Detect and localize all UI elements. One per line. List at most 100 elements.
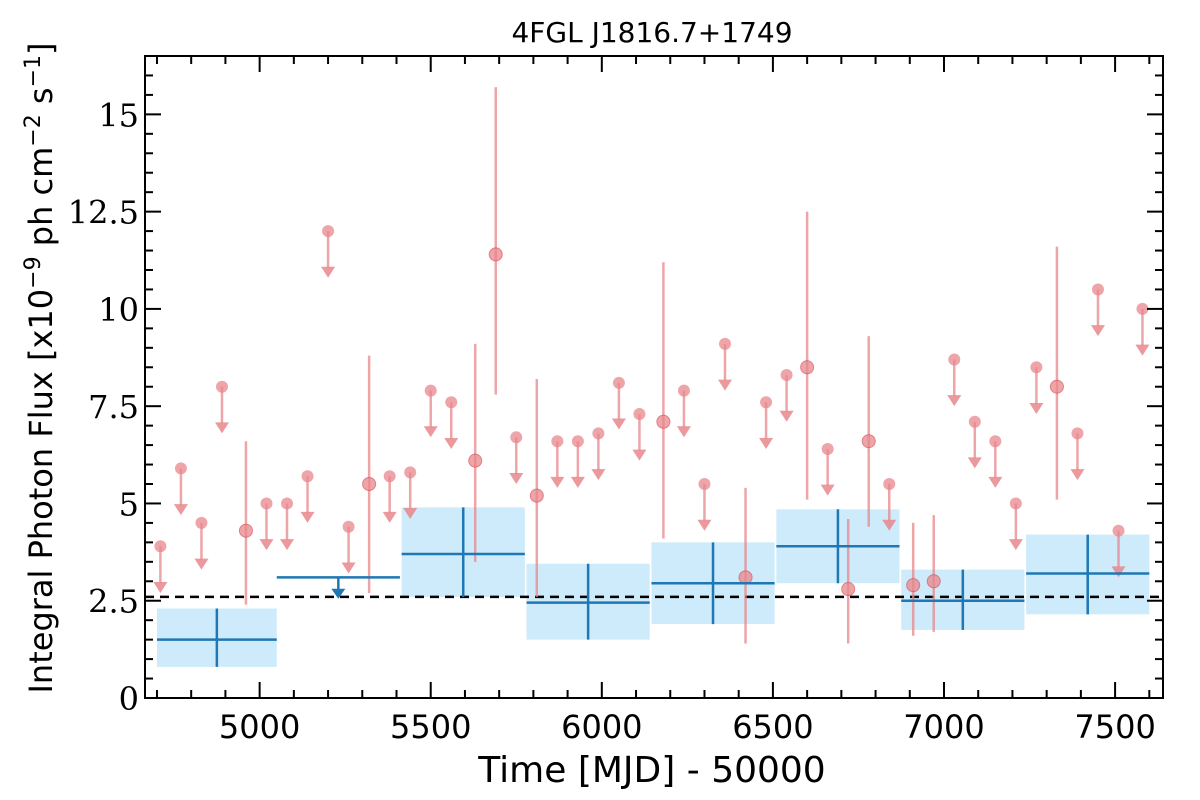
- y-axis-label-exp2: −2: [21, 114, 46, 146]
- y-tick-label: 5: [119, 485, 139, 523]
- monthly-upper-limit-point: [1112, 524, 1125, 537]
- monthly-upper-limit-arrow: [1029, 402, 1044, 414]
- monthly-upper-limit-point: [780, 369, 793, 382]
- monthly-point: [926, 574, 941, 589]
- monthly-point: [362, 477, 377, 491]
- y-axis-label-mid2: s: [22, 87, 60, 114]
- y-tick-label: 2.5: [88, 583, 139, 621]
- x-tick-label: 6000: [561, 708, 642, 746]
- monthly-point: [468, 453, 483, 468]
- monthly-upper-limit-point: [1030, 361, 1043, 374]
- monthly-upper-limit-arrow: [444, 437, 459, 449]
- monthly-upper-limit-point: [968, 415, 981, 428]
- monthly-point: [238, 523, 253, 538]
- monthly-upper-limit-arrow: [194, 558, 209, 570]
- x-tick-label: 5000: [219, 708, 300, 746]
- chart-title: 4FGL J1816.7+1749: [511, 16, 792, 49]
- monthly-upper-limit-arrow: [550, 476, 565, 488]
- monthly-point: [841, 582, 856, 597]
- y-tick-label: 10: [98, 291, 139, 329]
- monthly-upper-limit-point: [1071, 427, 1084, 440]
- monthly-upper-limit-point: [1091, 283, 1104, 296]
- monthly-upper-limit-arrow: [591, 469, 606, 481]
- monthly-upper-limit-point: [592, 427, 605, 440]
- monthly-upper-limit-arrow: [173, 504, 188, 516]
- monthly-upper-limit-arrow: [718, 379, 733, 391]
- monthly-upper-limit-arrow: [611, 418, 626, 430]
- monthly-upper-limit-arrow: [214, 422, 229, 434]
- y-axis-label-exp3: −1: [21, 55, 46, 87]
- y-tick-label: 0: [119, 680, 139, 718]
- y-axis-label: Integral Photon Flux [x10−9 ph cm−2 s−1]: [21, 43, 61, 694]
- monthly-point: [656, 414, 671, 429]
- plot-frame: [144, 55, 1164, 699]
- monthly-upper-limit-arrow: [988, 476, 1003, 488]
- monthly-upper-limit-arrow: [820, 484, 835, 496]
- monthly-upper-limit-arrow: [1111, 566, 1126, 578]
- monthly-upper-limit-point: [821, 442, 834, 455]
- monthly-upper-limit-arrow: [882, 519, 897, 531]
- monthly-upper-limit-point: [760, 396, 773, 409]
- monthly-upper-limit-arrow: [1008, 539, 1023, 551]
- monthly-upper-limit-point: [281, 497, 294, 510]
- monthly-upper-limit-point: [383, 470, 396, 483]
- monthly-upper-limit-point: [571, 435, 584, 448]
- monthly-upper-limit-point: [551, 435, 564, 448]
- monthly-point: [906, 578, 921, 593]
- y-tick-label: 15: [98, 96, 139, 134]
- monthly-upper-limit-arrow: [423, 426, 438, 438]
- monthly-point: [1049, 379, 1064, 394]
- plot-area: 5000 5500 6000 6500 7000 7500 0 2.5 5 7.5 10 12.5 15: [68, 55, 1164, 746]
- monthly-upper-limit-arrow: [967, 457, 982, 469]
- monthly-upper-limit-arrow: [153, 581, 168, 593]
- monthly-upper-limit-arrow: [1070, 469, 1085, 481]
- monthly-upper-limit-arrow: [697, 519, 712, 531]
- monthly-upper-limit-point: [948, 353, 961, 366]
- x-tick-label: 6500: [732, 708, 813, 746]
- monthly-upper-limit-point: [301, 470, 314, 483]
- monthly-upper-limit-point: [989, 435, 1002, 448]
- monthly-upper-limit-point: [424, 384, 437, 397]
- monthly-upper-limit-arrow: [403, 508, 418, 520]
- monthly-upper-limit-arrow: [632, 449, 647, 461]
- monthly-upper-limit-point: [174, 462, 187, 475]
- monthly-upper-limit-arrow: [509, 473, 524, 484]
- y-tick-label: 12.5: [68, 194, 139, 232]
- monthly-upper-limit-arrow: [321, 266, 336, 278]
- x-axis-label: Time [MJD] - 50000: [477, 750, 825, 791]
- monthly-upper-limit-point: [342, 520, 355, 533]
- y-axis-label-exp1: −9: [21, 256, 46, 288]
- monthly-upper-limit-arrow: [280, 539, 295, 551]
- monthly-point: [488, 247, 503, 262]
- monthly-upper-limit-point: [260, 497, 273, 510]
- monthly-upper-limit-arrow: [676, 426, 691, 438]
- monthly-upper-limit-point: [612, 376, 625, 389]
- monthly-upper-limit-arrow: [382, 511, 397, 523]
- monthly-upper-limit-point: [1009, 497, 1022, 510]
- monthly-upper-limit-point: [154, 540, 167, 553]
- monthly-point: [800, 360, 815, 375]
- monthly-upper-limit-point: [445, 396, 458, 409]
- monthly-upper-limit-point: [719, 337, 732, 350]
- monthly-point: [738, 570, 753, 585]
- monthly-upper-limit-arrow: [759, 437, 774, 449]
- monthly-upper-limit-arrow: [570, 476, 585, 488]
- monthly-upper-limit-point: [195, 516, 208, 529]
- monthly-upper-limit-point: [1136, 302, 1149, 315]
- monthly-upper-limit-point: [698, 478, 711, 490]
- monthly-point: [529, 488, 544, 503]
- monthly-upper-limit-point: [883, 478, 896, 490]
- x-tick-label: 7000: [903, 708, 984, 746]
- monthly-upper-limit-arrow: [300, 511, 315, 523]
- monthly-upper-limit-arrow: [947, 395, 962, 407]
- x-tick-label: 7500: [1074, 708, 1155, 746]
- monthly-upper-limit-point: [215, 380, 228, 393]
- monthly-upper-limit-arrow: [1090, 325, 1105, 337]
- x-tick-label: 5500: [390, 708, 471, 746]
- monthly-upper-limit-arrow: [779, 410, 794, 422]
- monthly-upper-limit-point: [677, 384, 690, 397]
- monthly-upper-limit-arrow: [341, 562, 356, 574]
- monthly-upper-limit-arrow: [259, 539, 274, 551]
- monthly-upper-limit-point: [404, 466, 417, 479]
